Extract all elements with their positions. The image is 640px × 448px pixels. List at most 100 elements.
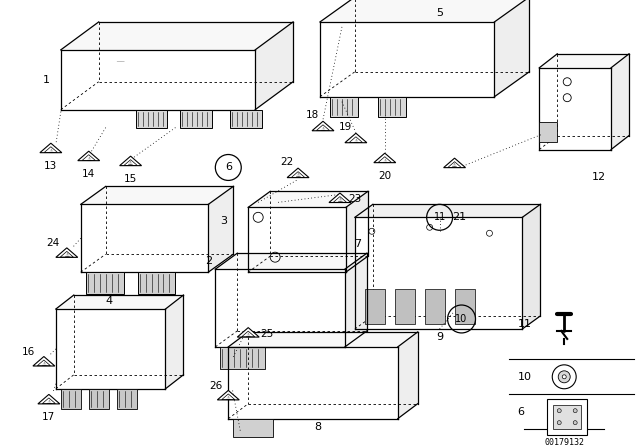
Polygon shape bbox=[312, 121, 334, 131]
Text: 22: 22 bbox=[280, 158, 294, 168]
Text: ⚠: ⚠ bbox=[337, 198, 342, 203]
Polygon shape bbox=[248, 207, 346, 272]
Text: 1: 1 bbox=[42, 75, 49, 85]
Text: 12: 12 bbox=[592, 172, 606, 182]
Polygon shape bbox=[38, 394, 60, 404]
Polygon shape bbox=[547, 399, 587, 435]
Polygon shape bbox=[346, 191, 368, 272]
Text: 2: 2 bbox=[205, 256, 212, 266]
Polygon shape bbox=[611, 54, 629, 150]
Polygon shape bbox=[116, 389, 136, 409]
Text: 13: 13 bbox=[44, 161, 58, 172]
Text: 26: 26 bbox=[210, 381, 223, 391]
Polygon shape bbox=[56, 309, 166, 389]
Polygon shape bbox=[61, 22, 293, 50]
Polygon shape bbox=[329, 193, 351, 202]
Polygon shape bbox=[540, 68, 611, 150]
Polygon shape bbox=[374, 153, 396, 163]
Polygon shape bbox=[228, 332, 418, 347]
Text: 11: 11 bbox=[433, 212, 445, 222]
Text: 9: 9 bbox=[436, 332, 443, 342]
Text: 3: 3 bbox=[220, 216, 227, 226]
Polygon shape bbox=[61, 389, 81, 409]
Text: ⚠: ⚠ bbox=[86, 156, 91, 161]
Polygon shape bbox=[540, 54, 629, 68]
Polygon shape bbox=[345, 133, 367, 143]
Polygon shape bbox=[218, 390, 239, 400]
Circle shape bbox=[562, 375, 566, 379]
Text: 00179132: 00179132 bbox=[544, 438, 584, 447]
Polygon shape bbox=[287, 168, 309, 177]
Polygon shape bbox=[215, 253, 367, 269]
Polygon shape bbox=[56, 295, 184, 309]
Text: 23: 23 bbox=[348, 194, 362, 204]
Circle shape bbox=[557, 421, 561, 425]
Polygon shape bbox=[320, 22, 495, 97]
Text: ⚠: ⚠ bbox=[65, 253, 69, 258]
Polygon shape bbox=[136, 110, 168, 128]
Text: 6: 6 bbox=[517, 407, 524, 417]
Polygon shape bbox=[61, 50, 255, 110]
Polygon shape bbox=[230, 110, 262, 128]
Polygon shape bbox=[228, 347, 397, 419]
Polygon shape bbox=[86, 272, 124, 294]
Text: ⚠: ⚠ bbox=[42, 362, 46, 367]
Polygon shape bbox=[56, 248, 78, 257]
Polygon shape bbox=[138, 272, 175, 294]
Polygon shape bbox=[166, 295, 184, 389]
Polygon shape bbox=[454, 289, 474, 324]
Text: 20: 20 bbox=[378, 172, 391, 181]
Text: 10: 10 bbox=[456, 314, 468, 324]
Polygon shape bbox=[378, 97, 406, 116]
Text: 25: 25 bbox=[260, 329, 273, 339]
Text: 7: 7 bbox=[355, 239, 362, 249]
Polygon shape bbox=[78, 151, 100, 161]
Text: 19: 19 bbox=[339, 121, 353, 132]
Text: ⚠: ⚠ bbox=[128, 161, 133, 167]
Polygon shape bbox=[495, 0, 529, 97]
Polygon shape bbox=[444, 158, 465, 168]
Text: ⚠: ⚠ bbox=[382, 159, 387, 164]
Text: 11: 11 bbox=[517, 319, 531, 329]
Polygon shape bbox=[233, 419, 273, 437]
Polygon shape bbox=[425, 289, 445, 324]
Polygon shape bbox=[330, 97, 358, 116]
Polygon shape bbox=[180, 110, 212, 128]
Polygon shape bbox=[81, 204, 209, 272]
Polygon shape bbox=[397, 332, 418, 419]
Circle shape bbox=[573, 421, 577, 425]
Polygon shape bbox=[209, 186, 233, 272]
Text: 24: 24 bbox=[46, 238, 60, 248]
Text: ⚠: ⚠ bbox=[452, 164, 457, 168]
Polygon shape bbox=[40, 143, 62, 153]
Text: 8: 8 bbox=[314, 422, 321, 431]
Polygon shape bbox=[540, 121, 557, 142]
Polygon shape bbox=[215, 269, 345, 347]
Circle shape bbox=[552, 365, 576, 389]
Text: 6: 6 bbox=[225, 163, 232, 172]
Polygon shape bbox=[120, 156, 141, 166]
Circle shape bbox=[557, 409, 561, 413]
Text: 21: 21 bbox=[452, 212, 467, 222]
Polygon shape bbox=[365, 289, 385, 324]
Polygon shape bbox=[355, 204, 540, 217]
Polygon shape bbox=[255, 22, 293, 110]
Polygon shape bbox=[355, 217, 522, 329]
Text: ⚠: ⚠ bbox=[226, 396, 231, 401]
Polygon shape bbox=[89, 389, 109, 409]
Polygon shape bbox=[237, 327, 259, 337]
Text: ──: ── bbox=[116, 59, 125, 65]
Text: 15: 15 bbox=[124, 174, 137, 185]
Polygon shape bbox=[553, 405, 581, 429]
Text: 14: 14 bbox=[82, 169, 95, 180]
Text: ⚠: ⚠ bbox=[353, 138, 358, 143]
Text: 17: 17 bbox=[42, 412, 56, 422]
Polygon shape bbox=[248, 191, 368, 207]
Text: ⚠: ⚠ bbox=[296, 173, 301, 178]
Polygon shape bbox=[345, 253, 367, 347]
Circle shape bbox=[573, 409, 577, 413]
Polygon shape bbox=[320, 0, 529, 22]
Text: ⚠: ⚠ bbox=[321, 127, 325, 132]
Polygon shape bbox=[33, 357, 55, 366]
Text: 18: 18 bbox=[305, 110, 319, 120]
